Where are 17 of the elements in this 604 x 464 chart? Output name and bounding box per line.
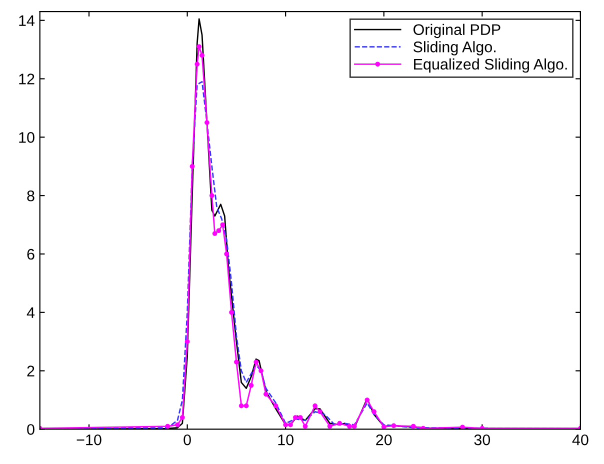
y-tick-label: 2 <box>27 366 34 376</box>
y-tick-label: 8 <box>27 190 34 202</box>
legend-label: Equalized Sliding Algo. <box>414 58 567 73</box>
y-tick-label: 4 <box>26 307 35 318</box>
x-tick-label: 0 <box>184 434 191 446</box>
x-tick-label: 20 <box>376 434 392 446</box>
y-tick-label: 14 <box>19 15 35 26</box>
legend-label: Original PDP <box>414 24 500 38</box>
y-tick-label: 10 <box>19 132 34 143</box>
x-tick-label: −10 <box>76 434 102 446</box>
x-tick-label: 40 <box>572 434 588 446</box>
x-tick-label: 30 <box>474 434 490 446</box>
x-tick-label: 10 <box>278 434 294 446</box>
legend-label: Sliding Algo. <box>413 41 496 56</box>
y-tick-label: 6 <box>27 248 34 260</box>
y-tick-label: 12 <box>19 74 34 84</box>
y-tick-label: 0 <box>27 424 34 435</box>
